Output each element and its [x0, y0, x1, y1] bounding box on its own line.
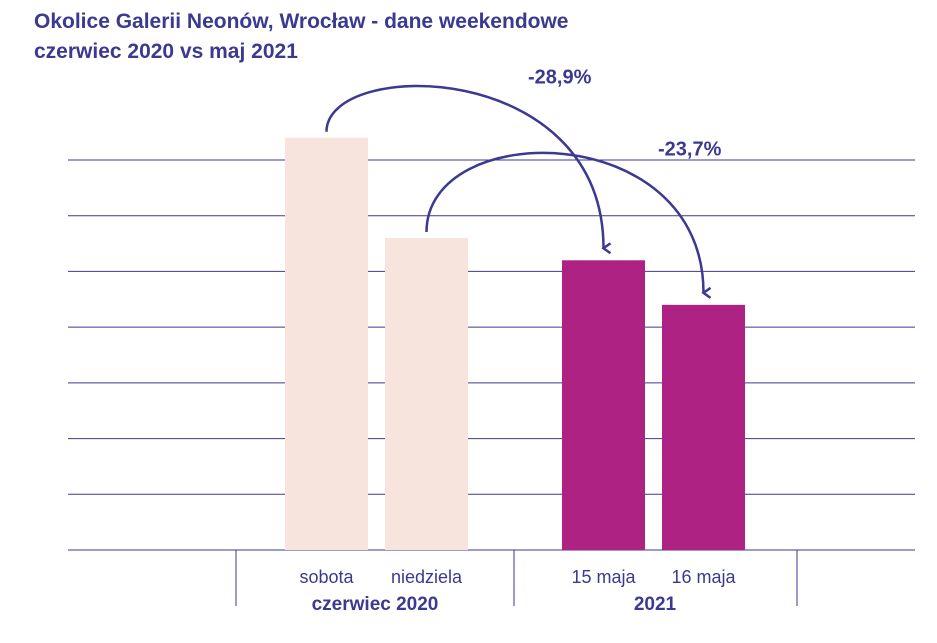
x-tick-label: sobota: [299, 567, 354, 587]
change-arrow: [425, 151, 704, 293]
change-arrow: [325, 84, 604, 248]
x-tick-label: 16 maja: [671, 567, 736, 587]
group-label: czerwiec 2020: [312, 594, 439, 615]
change-label: -28,9%: [528, 66, 592, 88]
chart-subtitle: czerwiec 2020 vs maj 2021: [34, 40, 298, 63]
x-tick-label: niedziela: [391, 567, 463, 587]
bar: [662, 304, 745, 550]
bar: [285, 137, 368, 550]
group-label: 2021: [634, 594, 677, 615]
bar: [562, 260, 645, 550]
bar: [385, 238, 468, 550]
chart-title: Okolice Galerii Neonów, Wrocław - dane w…: [34, 10, 569, 33]
change-label: -23,7%: [658, 138, 722, 160]
x-tick-label: 15 maja: [571, 567, 636, 587]
